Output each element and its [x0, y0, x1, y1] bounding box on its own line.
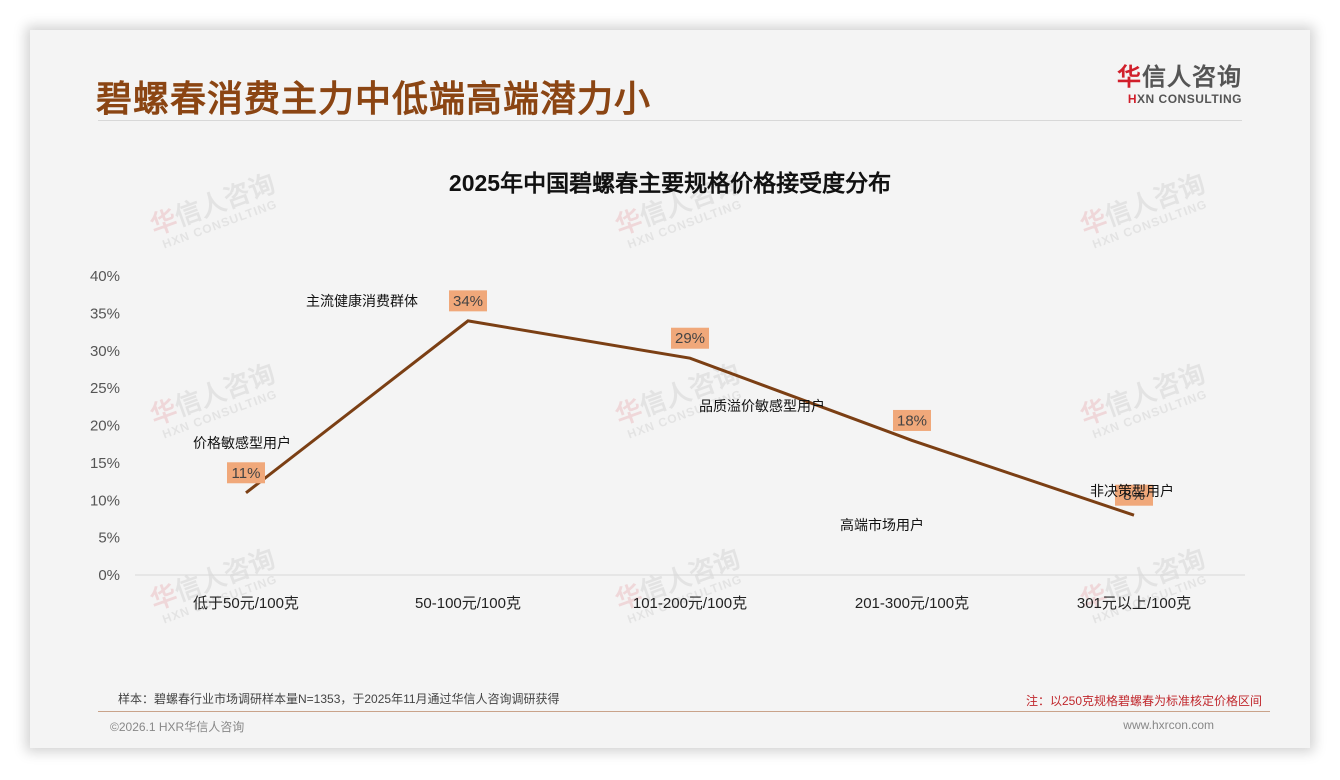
- y-tick-label: 20%: [90, 418, 120, 435]
- y-axis: 40% 35% 30% 25% 20% 15% 10% 5% 0%: [90, 268, 120, 584]
- segment-annotation: 主流健康消费群体: [306, 293, 418, 309]
- data-label: 29%: [671, 327, 709, 349]
- svg-text:34%: 34%: [453, 293, 483, 310]
- page-title: 碧螺春消费主力中低端高端潜力小: [96, 78, 652, 119]
- sample-note: 样本：碧螺春行业市场调研样本量N=1353，于2025年11月通过华信人咨询调研…: [118, 692, 560, 706]
- svg-text:18%: 18%: [897, 412, 927, 429]
- title-divider: [98, 120, 1242, 121]
- segment-annotation: 高端市场用户: [840, 517, 924, 533]
- data-label: 18%: [893, 409, 931, 431]
- data-label: 34%: [449, 290, 487, 312]
- svg-text:29%: 29%: [675, 330, 705, 347]
- price-note: 注：以250克规格碧螺春为标准核定价格区间: [1025, 694, 1262, 708]
- data-label: 11%: [227, 462, 265, 484]
- series-line: [245, 319, 1135, 517]
- x-tick-label: 低于50元/100克: [193, 595, 299, 612]
- chart-title: 2025年中国碧螺春主要规格价格接受度分布: [448, 170, 892, 196]
- y-tick-label: 25%: [90, 380, 120, 397]
- y-tick-label: 40%: [90, 268, 120, 285]
- segment-annotation: 价格敏感型用户: [193, 435, 291, 451]
- svg-text:11%: 11%: [232, 465, 261, 482]
- logo-en: HXN CONSULTING: [1127, 92, 1242, 106]
- x-tick-label: 201-300元/100克: [855, 595, 969, 612]
- y-tick-label: 15%: [90, 455, 120, 472]
- data-labels: 11% 34% 29% 18% 8%: [227, 290, 1153, 506]
- y-tick-label: 0%: [98, 567, 120, 584]
- data-label: 8%: [1115, 484, 1153, 506]
- svg-text:8%: 8%: [1123, 487, 1145, 504]
- segment-annotation: 非决策型用户: [1090, 483, 1174, 499]
- x-tick-label: 101-200元/100克: [633, 595, 747, 612]
- logo-cn: 华信人咨询: [1117, 64, 1242, 91]
- footer-divider: [98, 711, 1270, 712]
- x-tick-label: 50-100元/100克: [415, 595, 521, 612]
- slide: 碧螺春消费主力中低端高端潜力小 华信人咨询 HXN CONSULTING 华信人…: [30, 30, 1310, 748]
- copyright: ©2026.1 HXR华信人咨询: [110, 720, 245, 734]
- x-axis: 低于50元/100克 50-100元/100克 101-200元/100克 201-3…: [193, 595, 1191, 612]
- y-tick-label: 35%: [90, 305, 120, 322]
- x-tick-label: 301元以上/100克: [1077, 595, 1191, 612]
- segment-annotation: 品质溢价敏感型用户: [699, 398, 825, 414]
- y-tick-label: 10%: [90, 492, 120, 509]
- company-logo: 华信人咨询 HXN CONSULTING: [1110, 64, 1242, 106]
- line-chart: 40% 35% 30% 25% 20% 15% 10% 5% 0% 低于50元/100克 50-1…: [90, 268, 1245, 612]
- y-tick-label: 5%: [98, 530, 120, 547]
- y-tick-label: 30%: [90, 343, 120, 360]
- website-link[interactable]: www.hxrcon.com: [1123, 718, 1214, 732]
